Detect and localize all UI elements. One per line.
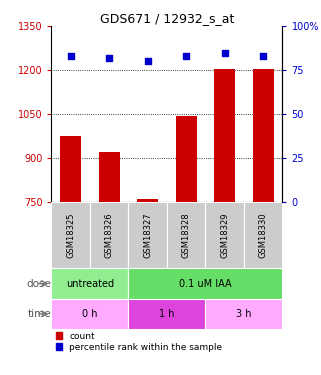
- Point: [222, 50, 227, 55]
- Text: time: time: [28, 309, 51, 319]
- Text: 3 h: 3 h: [236, 309, 252, 319]
- Text: untreated: untreated: [66, 279, 114, 289]
- Point: [184, 53, 189, 59]
- Bar: [244, 202, 282, 268]
- Bar: [128, 268, 282, 299]
- Point: [261, 53, 266, 59]
- Bar: [205, 202, 244, 268]
- Bar: [176, 116, 197, 202]
- Text: GSM18329: GSM18329: [220, 213, 229, 258]
- Bar: [214, 69, 235, 203]
- Text: GSM18328: GSM18328: [182, 213, 191, 258]
- Bar: [90, 202, 128, 268]
- Text: dose: dose: [27, 279, 51, 289]
- Text: 1 h: 1 h: [159, 309, 175, 319]
- Bar: [205, 299, 282, 329]
- Bar: [167, 202, 205, 268]
- Point: [145, 58, 150, 64]
- Text: GSM18326: GSM18326: [105, 213, 114, 258]
- Bar: [128, 202, 167, 268]
- Bar: [51, 202, 90, 268]
- Legend: count, percentile rank within the sample: count, percentile rank within the sample: [56, 332, 222, 352]
- Point: [107, 55, 112, 61]
- Bar: [99, 153, 120, 203]
- Bar: [137, 199, 158, 202]
- Bar: [253, 69, 274, 203]
- Bar: [60, 136, 81, 202]
- Point: [68, 53, 73, 59]
- Title: GDS671 / 12932_s_at: GDS671 / 12932_s_at: [100, 12, 234, 25]
- Bar: [51, 299, 128, 329]
- Bar: [128, 299, 205, 329]
- Text: GSM18330: GSM18330: [259, 213, 268, 258]
- Text: 0 h: 0 h: [82, 309, 98, 319]
- Text: 0.1 uM IAA: 0.1 uM IAA: [179, 279, 232, 289]
- Text: GSM18325: GSM18325: [66, 213, 75, 258]
- Bar: [51, 268, 128, 299]
- Text: GSM18327: GSM18327: [143, 213, 152, 258]
